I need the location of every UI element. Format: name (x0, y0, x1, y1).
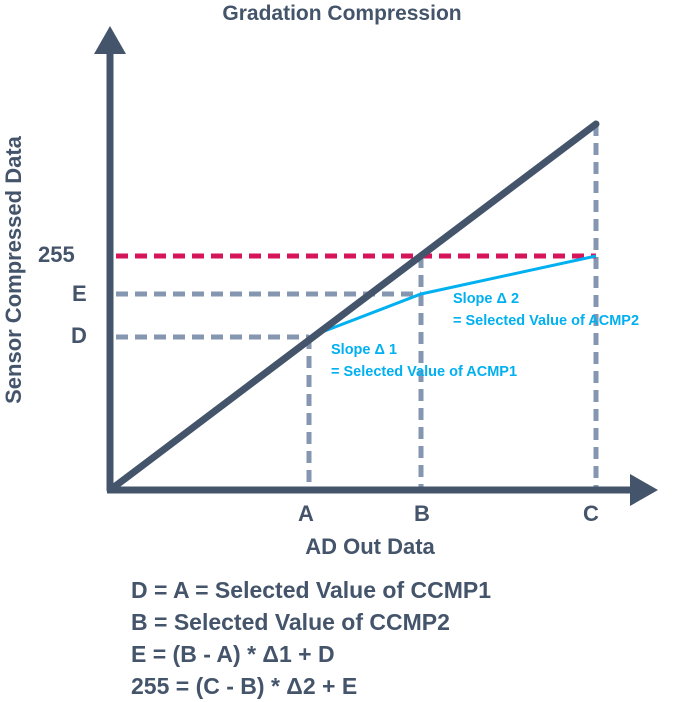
diagram-title: Gradation Compression (222, 2, 462, 25)
slope-2-value: = Selected Value of ACMP2 (453, 313, 640, 329)
y-marker-d: D (71, 323, 87, 348)
x-marker-a: A (298, 501, 314, 526)
compressed-curve (308, 254, 597, 339)
linear-response-line (106, 120, 600, 494)
x-axis-label: AD Out Data (305, 534, 435, 559)
y-axis-arrow (94, 26, 126, 54)
y-marker-255: 255 (38, 242, 75, 267)
formula-line: E = (B - A) * Δ1 + D (131, 641, 335, 667)
slope-2-annotation: Slope Δ 2 = Selected Value of ACMP2 (453, 288, 639, 332)
slope-1-value: = Selected Value of ACMP1 (331, 364, 518, 380)
formula-list: D = A = Selected Value of CCMP1 B = Sele… (131, 574, 491, 702)
formula-line: D = A = Selected Value of CCMP1 (131, 577, 492, 603)
x-marker-c: C (583, 501, 599, 526)
y-marker-e: E (72, 281, 87, 306)
x-marker-b: B (414, 501, 430, 526)
slope-2-title: Slope Δ 2 (453, 291, 520, 307)
slope-1-title: Slope Δ 1 (331, 342, 398, 358)
formula-line: 255 = (C - B) * Δ2 + E (131, 673, 358, 699)
x-axis-arrow (630, 474, 658, 506)
slope-1-annotation: Slope Δ 1 = Selected Value of ACMP1 (331, 339, 517, 383)
formula-line: B = Selected Value of CCMP2 (131, 609, 450, 635)
